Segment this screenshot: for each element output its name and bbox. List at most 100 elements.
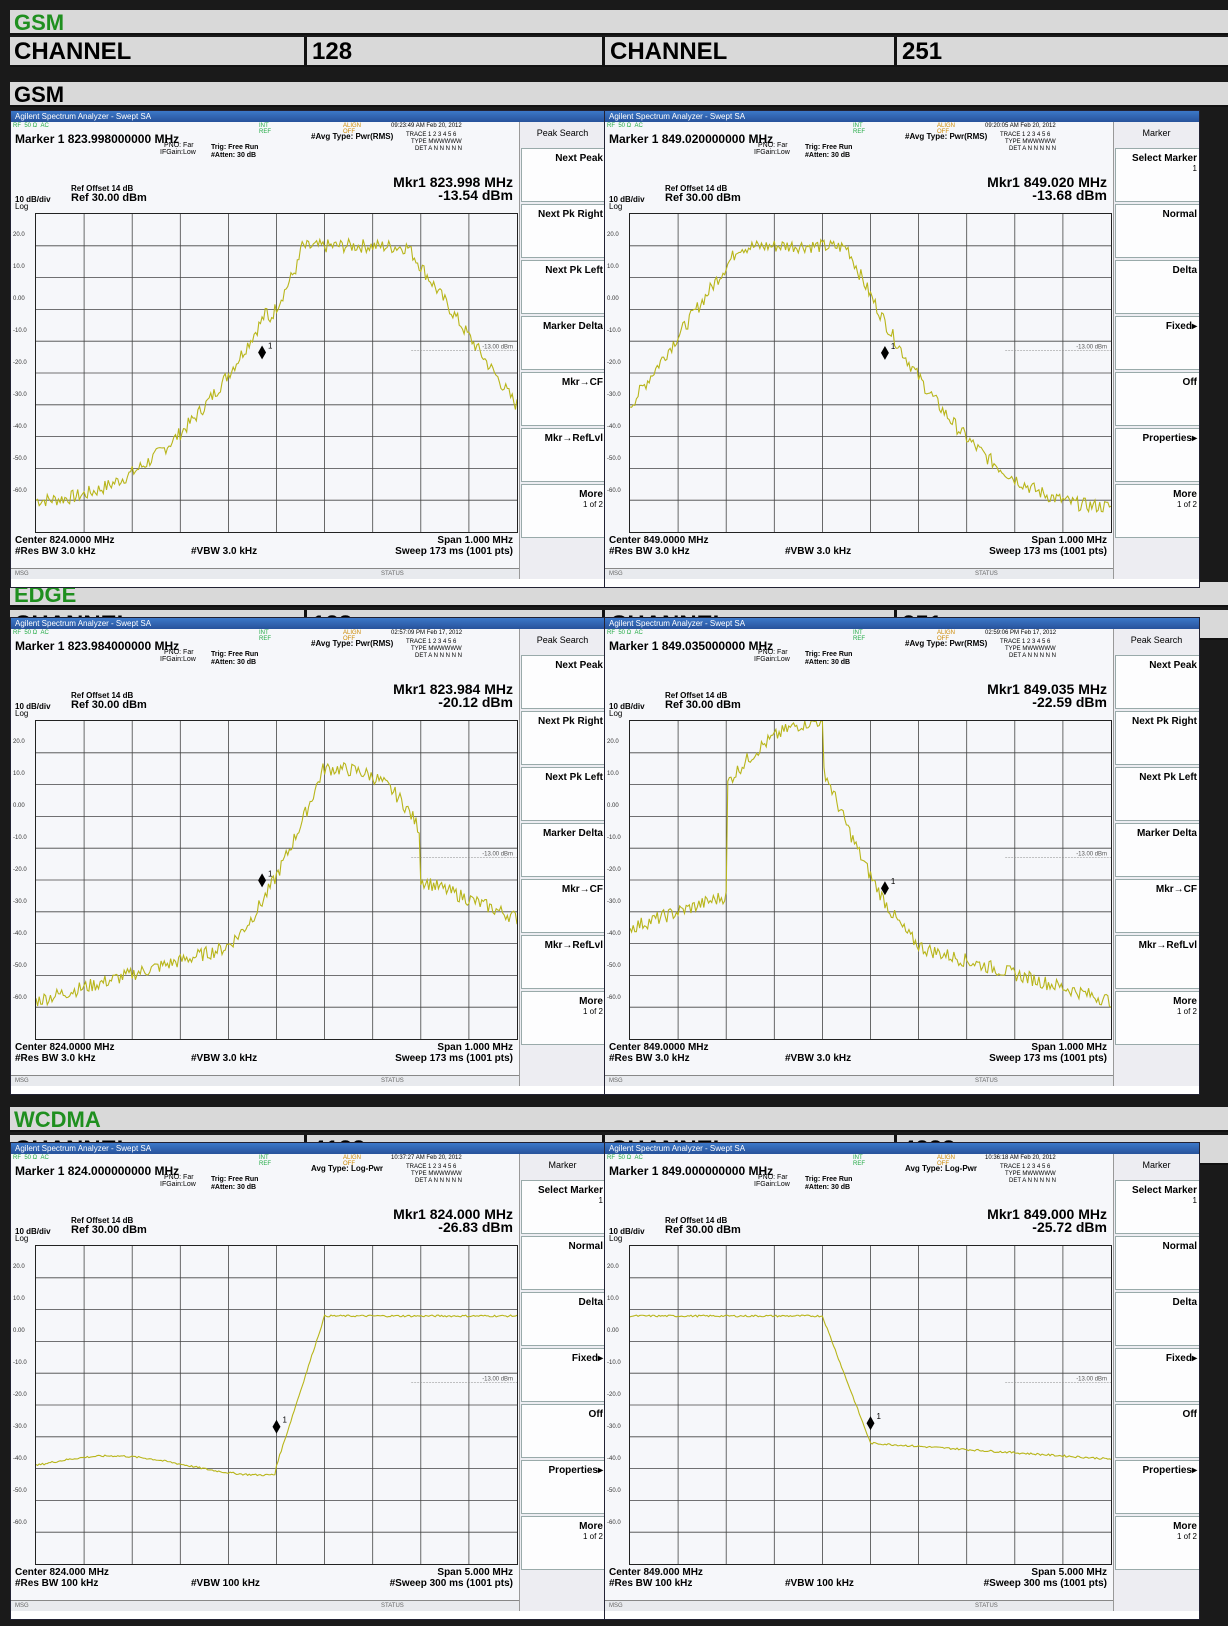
softkey-delta[interactable]: Delta xyxy=(521,1292,605,1346)
softkey-marker: Marker xyxy=(521,1156,605,1178)
softkey-normal[interactable]: Normal xyxy=(1115,1236,1199,1290)
y-tick-label: 10.0 xyxy=(607,771,619,777)
softkey-marker-delta[interactable]: Marker Delta xyxy=(521,316,605,370)
softkey-more[interactable]: More 1 of 2 xyxy=(1115,1516,1199,1570)
spectrum-trace xyxy=(36,761,517,1007)
softkey-mkr-reflvl[interactable]: Mkr→RefLvl xyxy=(521,428,605,482)
softkey-fixed[interactable]: Fixed▸ xyxy=(1115,1348,1199,1402)
video-bandwidth: #VBW 3.0 kHz xyxy=(191,1053,258,1064)
softkey-more[interactable]: More 1 of 2 xyxy=(521,1516,605,1570)
ref-level-label: Ref 30.00 dBm xyxy=(665,192,741,204)
spectrum-graticule: -13.00 dBm 1 xyxy=(630,214,1111,532)
spectrum-plot: -13.00 dBm 1 xyxy=(35,213,518,533)
det-label: DET A N N N N N xyxy=(415,146,462,152)
window-title-bar: Agilent Spectrum Analyzer - Swept SA xyxy=(11,111,605,122)
softkey-fixed[interactable]: Fixed▸ xyxy=(1115,316,1199,370)
softkey-label: More xyxy=(1173,996,1197,1007)
softkey-next-peak[interactable]: Next Peak xyxy=(1115,655,1199,709)
spectrum-plot: -13.00 dBm 1 xyxy=(629,720,1112,1040)
softkey-more[interactable]: More 1 of 2 xyxy=(1115,991,1199,1045)
marker-frequency: Mkr1 823.984 MHz xyxy=(393,681,513,697)
impedance-label: 50 Ω xyxy=(618,1155,632,1161)
resolution-bandwidth: #Res BW 3.0 kHz xyxy=(609,546,690,557)
spectrum-plot: -13.00 dBm 1 xyxy=(35,720,518,1040)
status-label: STATUS xyxy=(975,571,998,577)
softkey-properties[interactable]: Properties▸ xyxy=(1115,428,1199,482)
softkey-properties[interactable]: Properties▸ xyxy=(1115,1460,1199,1514)
softkey-fixed[interactable]: Fixed▸ xyxy=(521,1348,605,1402)
coupling-label: AC xyxy=(634,123,643,129)
softkey-sublabel: 1 xyxy=(598,1196,603,1205)
y-tick-label: -30.0 xyxy=(13,1424,27,1430)
y-tick-label: 0.00 xyxy=(607,1328,619,1334)
softkey-off[interactable]: Off xyxy=(1115,372,1199,426)
info-bar: RF 50 Ω AC INT REF ALIGN OFF 10:36:18 AM… xyxy=(607,1155,1056,1167)
softkey-normal[interactable]: Normal xyxy=(521,1236,605,1290)
softkey-label: Next Peak xyxy=(1149,660,1197,671)
resolution-bandwidth: #Res BW 100 kHz xyxy=(609,1578,693,1589)
section-header-gsm: GSM xyxy=(10,10,1228,35)
impedance-label: 50 Ω xyxy=(618,123,632,129)
status-bar: MSG STATUS xyxy=(605,1600,1113,1611)
softkey-off[interactable]: Off xyxy=(1115,1404,1199,1458)
softkey-mkr-cf[interactable]: Mkr→CF xyxy=(521,372,605,426)
softkey-mkr-cf[interactable]: Mkr→CF xyxy=(1115,879,1199,933)
y-tick-label: 20.0 xyxy=(13,1264,25,1270)
y-tick-label: 10.0 xyxy=(13,771,25,777)
softkey-select-marker[interactable]: Select Marker 1 xyxy=(521,1180,605,1234)
limit-label: -13.00 dBm xyxy=(1076,345,1107,351)
ref-offset-label: Ref Offset 14 dB xyxy=(665,1216,728,1225)
softkey-label: Mkr→RefLvl xyxy=(544,433,603,444)
timestamp: 02:59:06 PM Feb 17, 2012 xyxy=(985,630,1057,636)
marker-frequency: Mkr1 849.035 MHz xyxy=(987,681,1107,697)
softkey-label: Delta xyxy=(578,1297,603,1308)
softkey-next-pk-left[interactable]: Next Pk Left xyxy=(1115,767,1199,821)
softkey-mkr-cf[interactable]: Mkr→CF xyxy=(521,879,605,933)
softkey-delta[interactable]: Delta xyxy=(1115,1292,1199,1346)
y-tick-label: -10.0 xyxy=(13,1360,27,1366)
align-off-label: ALIGN OFF xyxy=(937,1155,956,1167)
softkey-mkr-reflvl[interactable]: Mkr→RefLvl xyxy=(1115,935,1199,989)
softkey-next-peak[interactable]: Next Peak xyxy=(521,655,605,709)
msg-label: MSG xyxy=(15,571,29,577)
softkey-next-pk-right[interactable]: Next Pk Right xyxy=(521,711,605,765)
softkey-normal[interactable]: Normal xyxy=(1115,204,1199,258)
softkey-panel: Peak Search Next Peak Next Pk Right Next Pk… xyxy=(519,629,605,1086)
softkey-more[interactable]: More 1 of 2 xyxy=(1115,484,1199,538)
softkey-sublabel: 1 xyxy=(1192,1196,1197,1205)
softkey-mkr-reflvl[interactable]: Mkr→RefLvl xyxy=(521,935,605,989)
window-title-bar: Agilent Spectrum Analyzer - Swept SA xyxy=(605,1143,1199,1154)
softkey-more[interactable]: More 1 of 2 xyxy=(521,991,605,1045)
marker-readout: Marker 1 823.984000000 MHz xyxy=(15,639,180,653)
pno-label: PNO: Far xyxy=(164,142,194,149)
softkey-select-marker[interactable]: Select Marker 1 xyxy=(1115,148,1199,202)
y-tick-label: -30.0 xyxy=(13,899,27,905)
softkey-off[interactable]: Off xyxy=(521,1404,605,1458)
info-bar: RF 50 Ω AC INT REF ALIGN OFF 02:59:06 PM… xyxy=(607,630,1056,642)
softkey-label: Next Pk Left xyxy=(545,772,603,783)
avg-type-label: #Avg Type: Pwr(RMS) xyxy=(905,132,988,141)
softkey-label: More xyxy=(579,489,603,500)
trace-label: TRACE 1 2 3 4 5 6 xyxy=(1000,132,1051,138)
softkey-delta[interactable]: Delta xyxy=(1115,260,1199,314)
channel-value-left: 128 xyxy=(312,38,353,65)
softkey-marker-delta[interactable]: Marker Delta xyxy=(521,823,605,877)
softkey-label: Peak Search xyxy=(1130,635,1183,645)
softkey-properties[interactable]: Properties▸ xyxy=(521,1460,605,1514)
y-tick-label: 10.0 xyxy=(607,264,619,270)
softkey-next-peak[interactable]: Next Peak xyxy=(521,148,605,202)
softkey-next-pk-left[interactable]: Next Pk Left xyxy=(521,767,605,821)
resolution-bandwidth: #Res BW 3.0 kHz xyxy=(15,546,96,557)
softkey-select-marker[interactable]: Select Marker 1 xyxy=(1115,1180,1199,1234)
softkey-sublabel: 1 of 2 xyxy=(582,500,603,509)
softkey-next-pk-right[interactable]: Next Pk Right xyxy=(521,204,605,258)
softkey-label: More xyxy=(1173,1521,1197,1532)
section-header-wcdma: WCDMA xyxy=(10,1107,1228,1132)
softkey-more[interactable]: More 1 of 2 xyxy=(521,484,605,538)
rf-label: RF xyxy=(13,630,21,636)
softkey-next-pk-left[interactable]: Next Pk Left xyxy=(521,260,605,314)
softkey-marker-delta[interactable]: Marker Delta xyxy=(1115,823,1199,877)
log-label: Log xyxy=(609,709,623,718)
softkey-next-pk-right[interactable]: Next Pk Right xyxy=(1115,711,1199,765)
ref-level-label: Ref 30.00 dBm xyxy=(665,699,741,711)
